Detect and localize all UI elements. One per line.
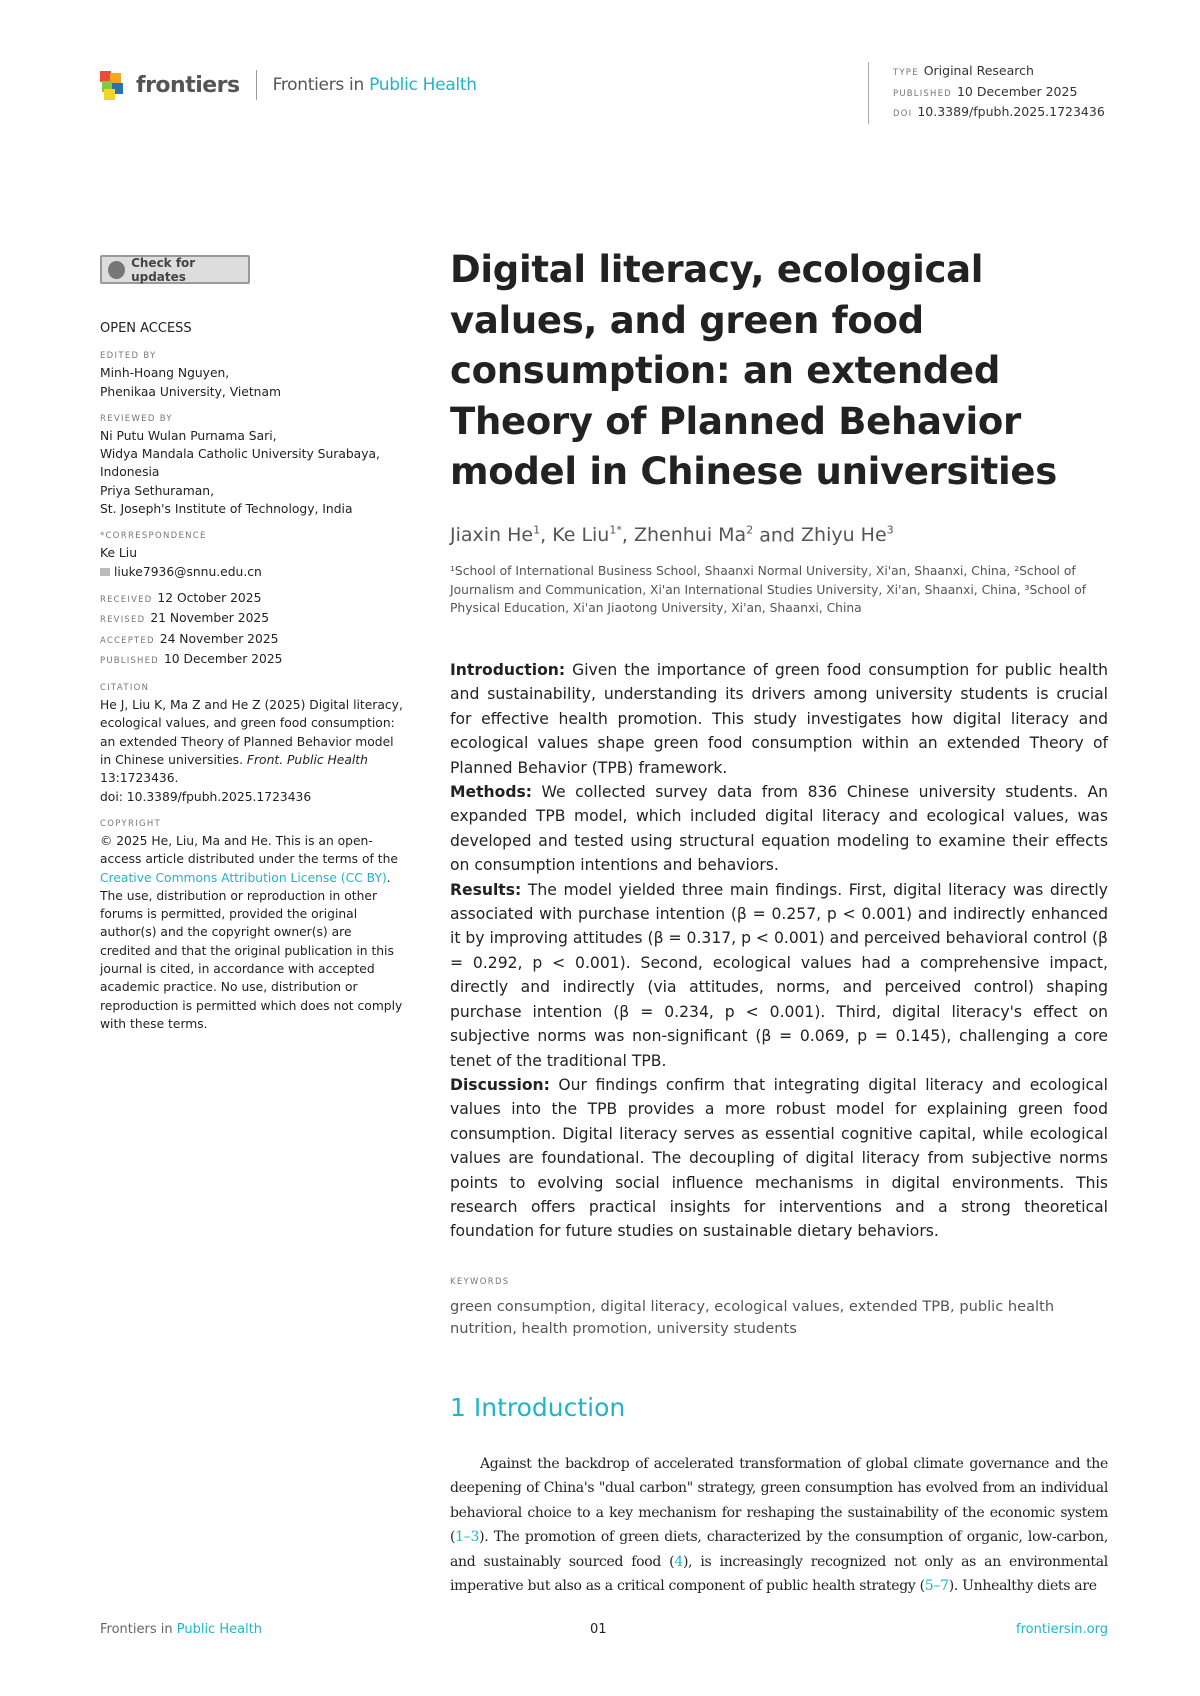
- email-icon: [100, 567, 110, 576]
- date-value: 24 November 2025: [159, 631, 279, 646]
- brand-name: frontiers: [136, 72, 240, 98]
- meta-label: PUBLISHED: [893, 88, 952, 99]
- reviewer-line: Indonesia: [100, 465, 160, 480]
- correspondence-name: Ke Liu: [100, 546, 137, 561]
- abstract: Introduction: Given the importance of gr…: [450, 658, 1108, 1244]
- ref-link[interactable]: 4: [674, 1553, 683, 1570]
- intro-paragraph: Against the backdrop of accelerated tran…: [450, 1456, 1108, 1595]
- date-label: PUBLISHED: [100, 655, 159, 666]
- date-accepted: ACCEPTED 24 November 2025: [100, 630, 405, 650]
- citation-body: He J, Liu K, Ma Z and He Z (2025) Digita…: [100, 698, 403, 768]
- author[interactable]: Ke Liu1*: [552, 524, 622, 547]
- keywords-label: KEYWORDS: [450, 1277, 510, 1287]
- citation-text: He J, Liu K, Ma Z and He Z (2025) Digita…: [100, 696, 405, 806]
- citation-volume: 13:1723436.: [100, 771, 179, 786]
- divider: [255, 70, 257, 100]
- sidebar: OPEN ACCESS EDITED BY Minh-Hoang Nguyen,…: [100, 320, 405, 1033]
- copyright-pre: © 2025 He, Liu, Ma and He. This is an op…: [100, 833, 398, 867]
- meta-doi[interactable]: DOI 10.3389/fpubh.2025.1723436: [893, 103, 1105, 124]
- check-for-updates-button[interactable]: Check for updates: [100, 255, 250, 284]
- reviewer-line: Priya Sethuraman,: [100, 483, 214, 498]
- header-logo[interactable]: frontiers Frontiers in Public Health: [100, 70, 477, 100]
- article-title: Digital literacy, ecological values, and…: [450, 248, 1057, 493]
- copyright-text: © 2025 He, Liu, Ma and He. This is an op…: [100, 832, 405, 1033]
- ref-link[interactable]: 1–3: [455, 1529, 480, 1546]
- abstract-methods: Methods: We collected survey data from 8…: [450, 783, 1108, 875]
- section-heading: 1 Introduction: [450, 1393, 626, 1422]
- journal-prefix: Frontiers in: [272, 75, 370, 95]
- correspondence-email[interactable]: liuke7936@snnu.edu.cn: [114, 564, 262, 579]
- author[interactable]: Jiaxin He1: [450, 524, 541, 547]
- date-value: 12 October 2025: [157, 590, 262, 605]
- date-label: REVISED: [100, 615, 146, 626]
- check-updates-label: Check for updates: [131, 255, 196, 284]
- date-label: ACCEPTED: [100, 635, 155, 646]
- meta-value[interactable]: 10.3389/fpubh.2025.1723436: [917, 104, 1105, 119]
- author-list: Jiaxin He1, Ke Liu1*, Zhenhui Ma2 and Zh…: [450, 524, 894, 547]
- journal-title: Public Health: [369, 75, 477, 95]
- meta-value: Original Research: [923, 63, 1034, 78]
- article-meta: TYPE Original Research PUBLISHED 10 Decemb…: [868, 62, 1105, 124]
- author[interactable]: Zhenhui Ma2: [633, 524, 754, 547]
- dates: RECEIVED 12 October 2025 REVISED 21 Novemb…: [100, 589, 405, 670]
- date-revised: REVISED 21 November 2025: [100, 609, 405, 629]
- reviewed-by-label: REVIEWED BY: [100, 413, 173, 424]
- meta-value: 10 December 2025: [956, 83, 1078, 99]
- date-received: RECEIVED 12 October 2025: [100, 589, 405, 609]
- citation-label: CITATION: [100, 683, 150, 694]
- date-value: 21 November 2025: [150, 611, 270, 626]
- copyright-post: . The use, distribution or reproduction …: [100, 870, 403, 1031]
- meta-label: DOI: [893, 109, 913, 119]
- abstract-results: Results: The model yielded three main fi…: [450, 880, 1108, 1070]
- edited-by-label: EDITED BY: [100, 351, 157, 362]
- editor-affiliation: Phenikaa University, Vietnam: [100, 384, 281, 399]
- citation-doi[interactable]: doi: 10.3389/fpubh.2025.1723436: [100, 789, 312, 804]
- meta-type: TYPE Original Research: [893, 62, 1105, 83]
- footer-journal[interactable]: Frontiers in Public Health: [100, 1622, 263, 1637]
- abstract-discussion: Discussion: Our findings confirm that in…: [450, 1075, 1108, 1241]
- update-icon: [108, 260, 126, 279]
- open-access-label: OPEN ACCESS: [100, 321, 192, 336]
- abstract-introduction: Introduction: Given the importance of gr…: [450, 661, 1108, 777]
- page-number: 01: [590, 1622, 607, 1637]
- meta-published: PUBLISHED 10 December 2025: [893, 83, 1105, 104]
- author[interactable]: Zhiyu He3: [801, 524, 894, 547]
- reviewer-line: Widya Mandala Catholic University Suraba…: [100, 447, 380, 462]
- correspondence-label: *CORRESPONDENCE: [100, 531, 207, 542]
- frontiers-logo-icon: [100, 71, 126, 100]
- reviewer-line: Ni Putu Wulan Purnama Sari,: [100, 428, 277, 443]
- citation-journal: Front. Public Health: [246, 753, 368, 768]
- date-label: RECEIVED: [100, 594, 153, 605]
- editor-name: Minh-Hoang Nguyen,: [100, 366, 230, 381]
- reviewer-line: St. Joseph's Institute of Technology, In…: [100, 502, 353, 517]
- journal-name: Frontiers in Public Health: [273, 75, 477, 95]
- footer-site-link[interactable]: frontiersin.org: [1016, 1622, 1108, 1637]
- date-value: 10 December 2025: [163, 651, 283, 666]
- ref-link[interactable]: 5–7: [924, 1578, 949, 1595]
- meta-label: TYPE: [893, 68, 919, 78]
- license-link[interactable]: Creative Commons Attribution License (CC…: [100, 870, 387, 885]
- copyright-label: COPYRIGHT: [100, 818, 162, 829]
- date-published: PUBLISHED 10 December 2025: [100, 650, 405, 670]
- keywords: green consumption, digital literacy, eco…: [450, 1298, 1055, 1337]
- affiliations: ¹School of International Business School…: [450, 564, 1087, 615]
- correspondence-email-row[interactable]: liuke7936@snnu.edu.cn: [100, 563, 405, 581]
